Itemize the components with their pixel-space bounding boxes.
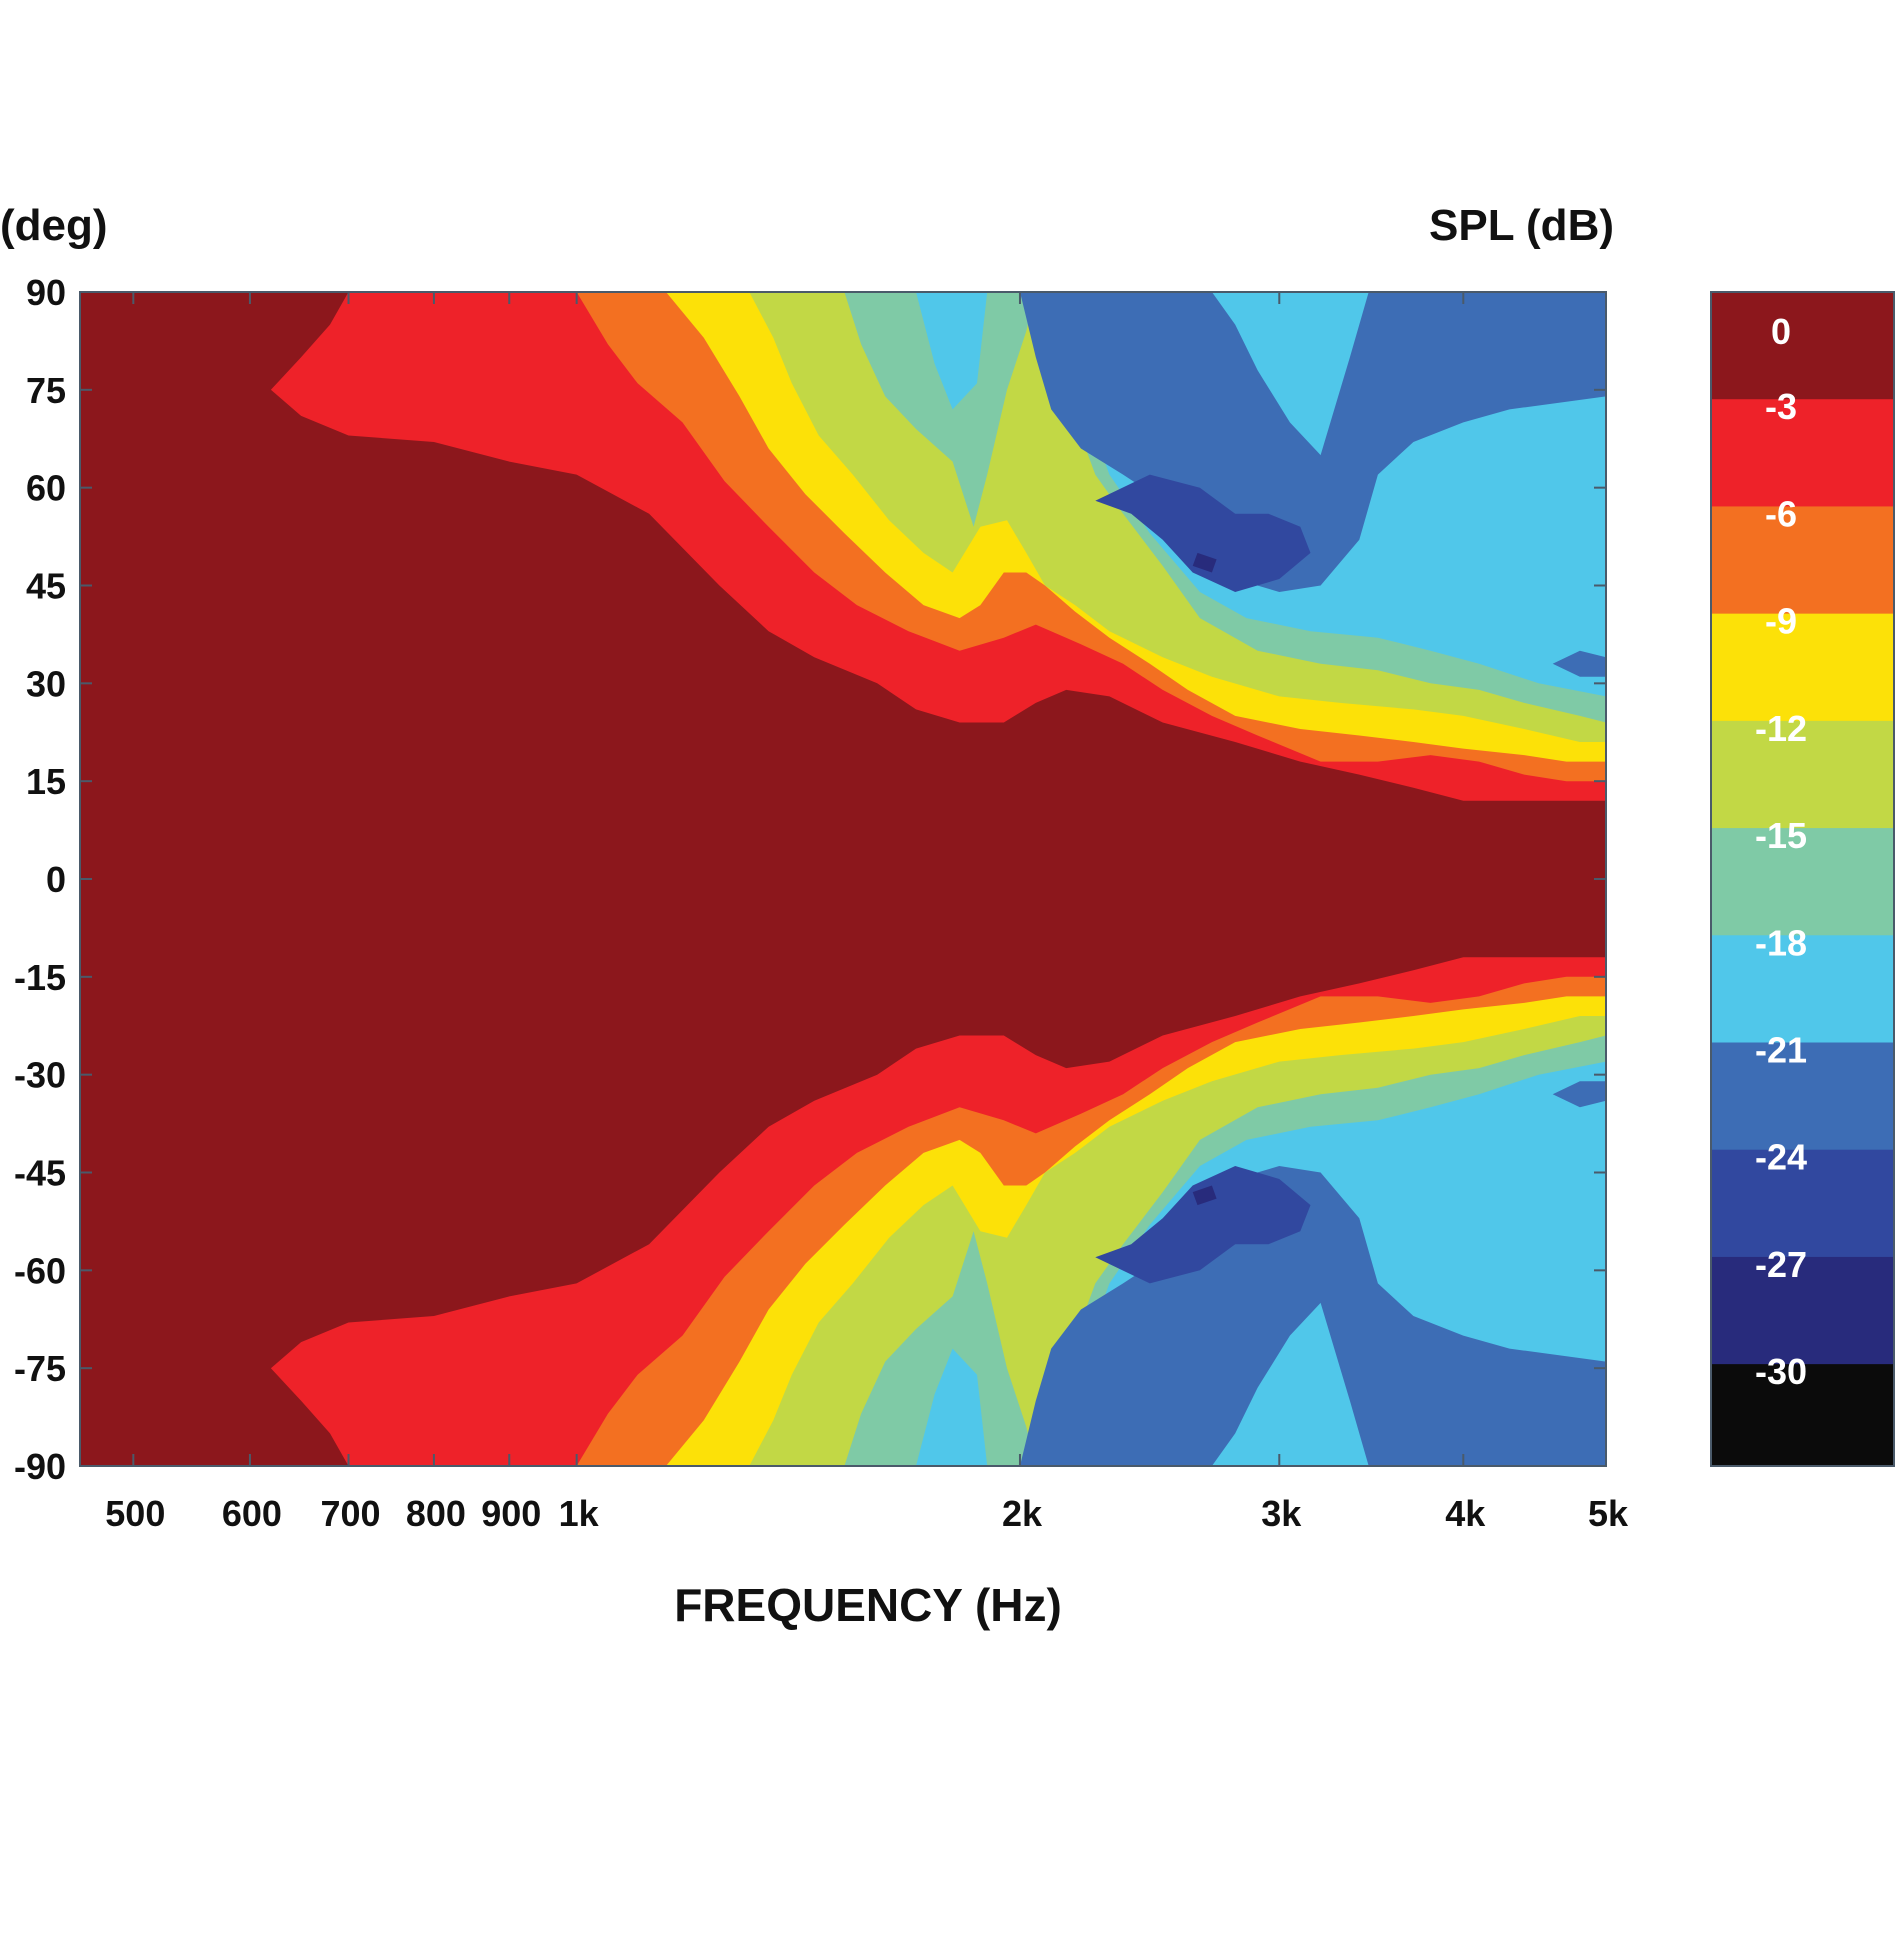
colorbar-tick-label: -9: [1765, 601, 1797, 642]
colorbar-swatch: [1711, 399, 1894, 508]
colorbar-tick-label: 0: [1771, 311, 1791, 352]
colorbar-tick-label: -3: [1765, 386, 1797, 427]
colorbar-tick-label: -12: [1755, 708, 1807, 749]
x-tick-label: 4k: [1445, 1493, 1486, 1534]
x-axis-label: FREQUENCY (Hz): [674, 1579, 1062, 1631]
x-tick-label: 900: [481, 1493, 541, 1534]
x-tick-label: 1k: [559, 1493, 600, 1534]
y-tick-label: 75: [26, 370, 66, 411]
y-tick-label: -45: [14, 1153, 66, 1194]
axis-ticks: 500 600 700 800 900 1k 2k 3k 4k 5k 90 75 60 45 30 15 0 -1…: [14, 272, 1629, 1534]
colorbar-swatch: [1711, 292, 1894, 401]
contour-null-2-upper: [1192, 552, 1217, 573]
y-tick-label: -15: [14, 957, 66, 998]
y-tick-label: 45: [26, 566, 66, 607]
x-tick-label: 2k: [1002, 1493, 1043, 1534]
contour-plot-area: [80, 292, 1606, 1466]
x-tick-label: 5k: [1588, 1493, 1629, 1534]
colorbar-tick-label: -30: [1755, 1351, 1807, 1392]
y-tick-label: 30: [26, 663, 66, 704]
x-tick-label: 3k: [1261, 1493, 1302, 1534]
y-tick-label: -30: [14, 1055, 66, 1096]
contour-null-2-lower: [1192, 1185, 1217, 1206]
y-tick-label: -90: [14, 1446, 66, 1487]
x-tick-label: 500: [105, 1493, 165, 1534]
y-tick-label: -75: [14, 1348, 66, 1389]
colorbar-swatch: [1711, 720, 1894, 830]
colorbar-tick-label: -24: [1755, 1137, 1807, 1178]
colorbar-tick-label: -15: [1755, 815, 1807, 856]
contour-null-0-upper: [1020, 292, 1606, 592]
colorbar-swatch: [1711, 1364, 1894, 1466]
contour-null-3-lower: [1552, 1081, 1606, 1108]
colorbar-frame: [1710, 291, 1895, 1467]
colorbar-swatch: [1711, 506, 1894, 615]
x-tick-label: 700: [320, 1493, 380, 1534]
colorbar-label: SPL (dB): [1429, 201, 1614, 250]
y-tick-label: 60: [26, 468, 66, 509]
colorbar-swatch: [1711, 1042, 1894, 1151]
x-tick-label: 800: [406, 1493, 466, 1534]
contour-null-0-lower: [1020, 1166, 1606, 1466]
colorbar-swatch: [1711, 613, 1894, 722]
colorbar-swatch: [1711, 1149, 1894, 1258]
y-tick-label: 15: [26, 761, 66, 802]
y-tick-label: 90: [26, 272, 66, 313]
colorbar-tick-label: -6: [1765, 493, 1797, 534]
y-tick-label: -60: [14, 1250, 66, 1291]
y-tick-label: 0: [46, 859, 66, 900]
colorbar-swatch: [1711, 828, 1894, 937]
colorbar-swatch: [1711, 935, 1894, 1044]
x-tick-label: 600: [222, 1493, 282, 1534]
y-axis-label: (deg): [0, 201, 108, 250]
contour-null-3-upper: [1552, 650, 1606, 677]
colorbar-tick-label: -27: [1755, 1244, 1807, 1285]
colorbar-swatch: [1711, 1256, 1894, 1366]
contour-null-1-lower: [1095, 1166, 1311, 1284]
colorbar-tick-label: -21: [1755, 1030, 1807, 1071]
contour-null-1-upper: [1095, 474, 1311, 592]
colorbar: 0 -3 -6 -9 -12 -15 -18 -21 -24 -27 -30: [1710, 291, 1895, 1467]
colorbar-tick-label: -18: [1755, 922, 1807, 963]
